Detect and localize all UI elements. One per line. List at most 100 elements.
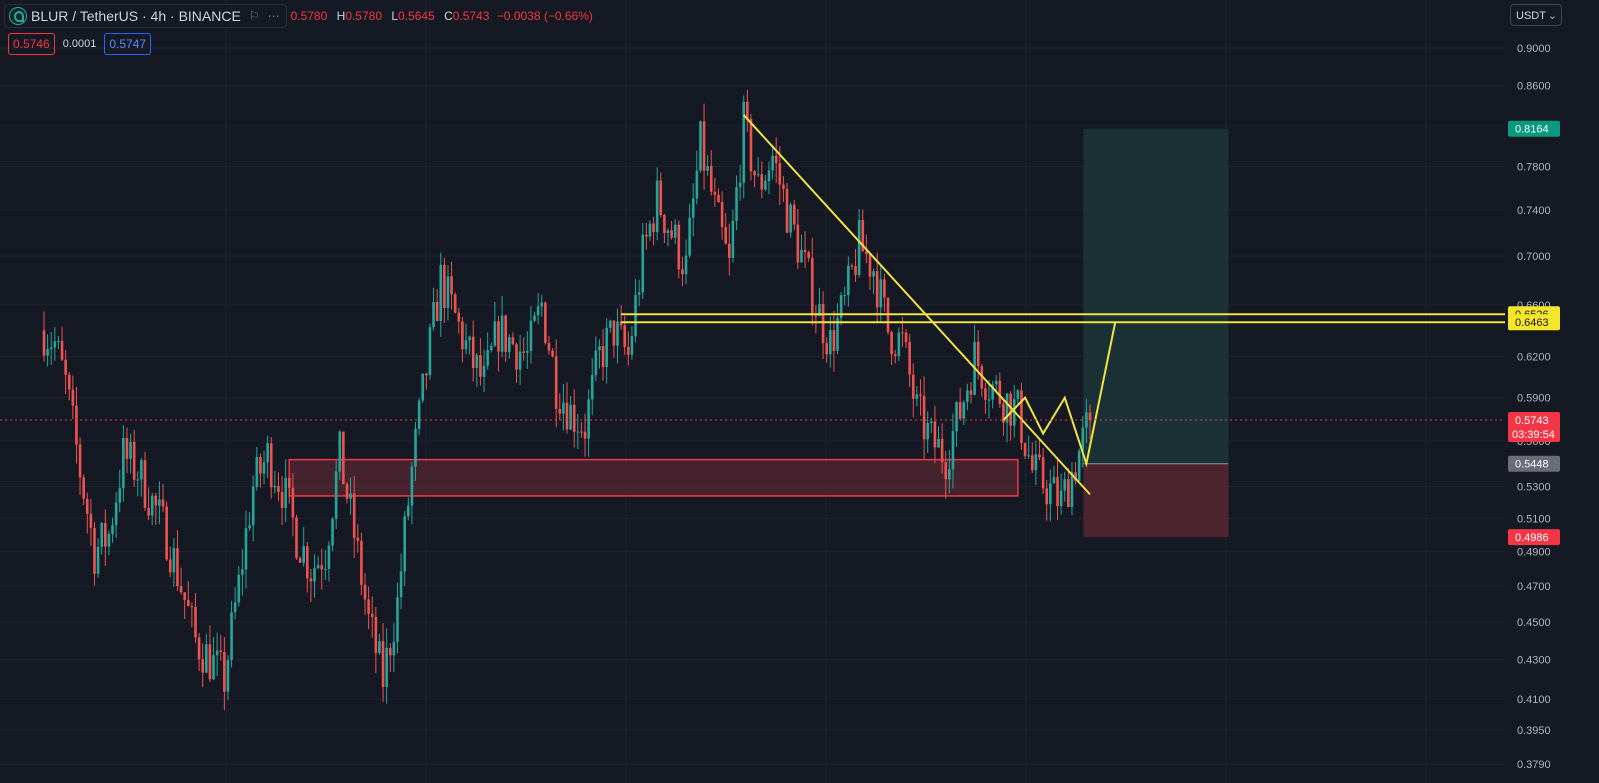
candle-body xyxy=(966,390,969,403)
candle-body xyxy=(767,170,771,181)
candle-body xyxy=(269,443,273,488)
candle-body xyxy=(818,304,821,317)
candle-body xyxy=(951,431,955,470)
currency-select[interactable]: USDT ⌄ xyxy=(1510,4,1562,26)
candle-body xyxy=(702,121,706,171)
last-price-label: 0.5743 xyxy=(1515,415,1549,427)
candle-body xyxy=(443,264,446,309)
candle-body xyxy=(104,523,107,547)
candle-body xyxy=(587,399,590,439)
candle-body xyxy=(100,523,104,547)
candle-body xyxy=(1020,390,1023,444)
change-value: −0.0038 (−0.66%) xyxy=(496,9,593,23)
candle-body xyxy=(594,350,598,375)
candle-body xyxy=(911,374,915,399)
candle-body xyxy=(944,462,948,480)
candle-body xyxy=(868,254,872,277)
candle-body xyxy=(241,569,244,575)
candle-body xyxy=(446,276,450,309)
y-tick-label: 0.4900 xyxy=(1517,546,1551,558)
candle-body xyxy=(1005,393,1009,423)
candle-body xyxy=(320,565,324,570)
close-label: C xyxy=(444,9,453,23)
bid-ask-quotes: 0.5746 0.0001 0.5747 xyxy=(8,33,152,55)
candle-body xyxy=(266,443,269,463)
candle-body xyxy=(572,404,576,432)
candle-body xyxy=(334,471,338,519)
candle-body xyxy=(1034,454,1038,471)
spread-value: 0.0001 xyxy=(62,38,97,50)
candle-body xyxy=(883,279,886,298)
candle-body xyxy=(735,187,738,222)
y-tick-label: 0.6200 xyxy=(1517,352,1551,364)
candle-body xyxy=(125,437,129,459)
y-tick-label: 0.7000 xyxy=(1517,251,1551,263)
candle-body xyxy=(428,327,432,376)
candle-body xyxy=(518,351,522,370)
candle-body xyxy=(486,350,489,366)
candle-body xyxy=(421,373,425,401)
candle-body xyxy=(558,408,562,414)
sell-quote[interactable]: 0.5746 xyxy=(8,33,55,55)
candle-body xyxy=(493,321,497,346)
candle-body xyxy=(114,502,118,526)
candle-body xyxy=(994,380,998,385)
candle-body xyxy=(699,121,702,171)
symbol-box[interactable]: BLUR / TetherUS · 4h · BINANCE ⚐ ⋯ xyxy=(4,4,287,28)
candle-body xyxy=(1056,477,1059,507)
candle-body xyxy=(645,234,648,237)
candle-body xyxy=(201,659,205,673)
candle-body xyxy=(677,224,681,270)
candle-body xyxy=(717,194,720,203)
candle-body xyxy=(176,548,179,587)
candle-body xyxy=(313,568,316,582)
candle-body xyxy=(904,332,908,343)
candle-body xyxy=(742,101,746,183)
flag-icon[interactable]: ⚐ xyxy=(248,9,260,23)
candle-body xyxy=(933,421,937,448)
candle-body xyxy=(605,327,608,367)
candle-body xyxy=(298,558,302,563)
low-value: 0.5645 xyxy=(398,9,435,23)
candle-body xyxy=(435,301,439,321)
blur-logo-icon xyxy=(9,7,27,25)
candle-body xyxy=(338,431,342,472)
buy-quote[interactable]: 0.5747 xyxy=(104,33,152,55)
candle-body xyxy=(544,302,547,343)
candle-body xyxy=(1002,403,1005,423)
candle-body xyxy=(796,224,800,263)
candle-body xyxy=(71,389,75,406)
price-axis[interactable]: 0.90000.86000.82000.78000.74000.70000.66… xyxy=(1505,0,1599,783)
candle-body xyxy=(540,302,544,307)
candle-body xyxy=(417,400,421,429)
chevron-down-icon: ⌄ xyxy=(1547,10,1557,22)
symbol-title[interactable]: BLUR / TetherUS · 4h · BINANCE xyxy=(31,8,241,24)
candle-body xyxy=(612,320,616,346)
candle-body xyxy=(511,337,515,345)
candle-body xyxy=(219,650,223,652)
candle-body xyxy=(533,315,536,321)
candle-body xyxy=(785,188,789,233)
candle-body xyxy=(479,355,482,377)
candle-body xyxy=(825,343,828,355)
candle-body xyxy=(515,344,518,370)
candle-body xyxy=(526,351,529,353)
grid xyxy=(0,0,1505,783)
candle-body xyxy=(590,374,594,400)
high-label: H xyxy=(336,9,346,23)
candle-body xyxy=(255,456,259,487)
candle-body xyxy=(150,495,154,516)
more-icon[interactable]: ⋯ xyxy=(267,9,280,23)
candle-body xyxy=(342,431,345,485)
candle-body xyxy=(1030,455,1034,471)
candle-body xyxy=(565,402,569,430)
open-value: 0.5780 xyxy=(290,9,328,23)
candle-body xyxy=(85,498,89,514)
candle-body xyxy=(839,295,843,319)
candle-body xyxy=(197,637,201,660)
candle-body xyxy=(872,271,875,277)
candle-body xyxy=(468,336,471,341)
y-tick-label: 0.4500 xyxy=(1517,617,1551,629)
countdown-label: 03:39:54 xyxy=(1512,429,1555,441)
